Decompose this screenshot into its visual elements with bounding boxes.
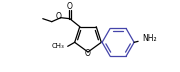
Text: CH₃: CH₃ [51,43,64,49]
Text: O: O [85,49,91,58]
Text: O: O [67,2,73,11]
Text: O: O [55,12,61,21]
Text: NH₂: NH₂ [142,34,157,43]
